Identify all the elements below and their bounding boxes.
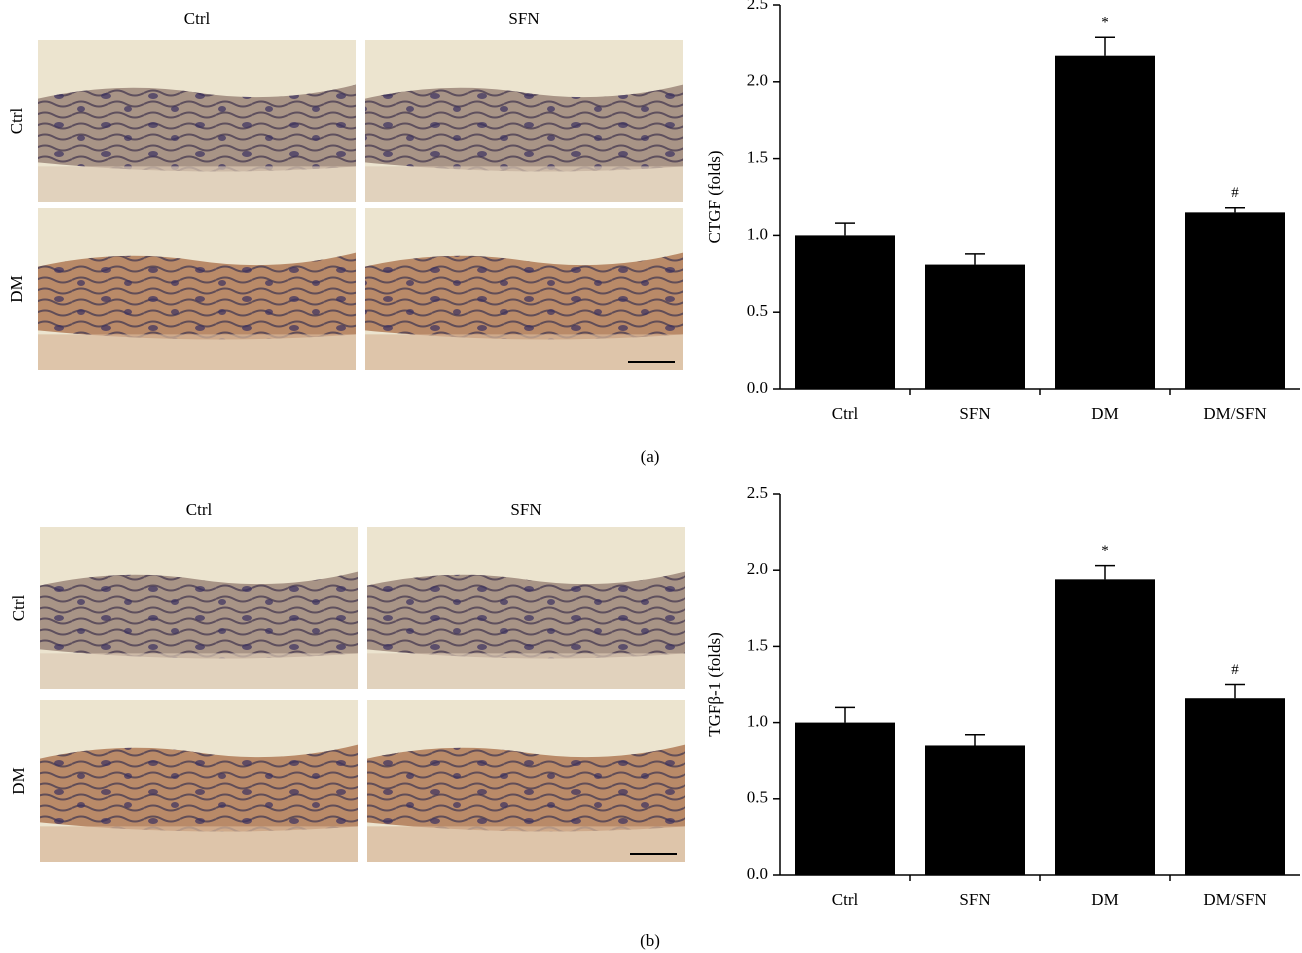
error-bar xyxy=(1095,564,1115,580)
tissue-nuclei xyxy=(365,84,683,172)
error-bar xyxy=(835,706,855,723)
column-label: SFN xyxy=(510,500,541,519)
y-tick-label: 2.0 xyxy=(747,71,768,90)
adventitia xyxy=(367,653,685,689)
y-tick-label: 2.5 xyxy=(747,483,768,502)
row-label: Ctrl xyxy=(7,108,26,135)
y-axis-label: TGFβ-1 (folds) xyxy=(705,632,724,737)
error-bar xyxy=(1095,36,1115,56)
tissue-nuclei xyxy=(40,571,358,659)
error-bar xyxy=(1225,683,1245,699)
y-axis-label: CTGF (folds) xyxy=(705,150,724,243)
tissue-nuclei xyxy=(38,84,356,172)
significance-marker: # xyxy=(1231,185,1239,201)
y-tick-label: 1.5 xyxy=(747,635,768,654)
adventitia xyxy=(40,826,358,862)
x-tick-label: SFN xyxy=(959,890,990,909)
panel-label: (b) xyxy=(640,931,660,950)
bar xyxy=(795,235,895,389)
adventitia xyxy=(38,166,356,202)
y-tick-label: 0.5 xyxy=(747,788,768,807)
x-tick-label: DM/SFN xyxy=(1203,890,1266,909)
error-bar xyxy=(965,253,985,265)
y-tick-label: 0.0 xyxy=(747,378,768,397)
tissue-nuclei xyxy=(38,252,356,340)
bar xyxy=(1055,55,1155,390)
error-bar xyxy=(1225,207,1245,213)
error-bar xyxy=(965,734,985,746)
error-bar xyxy=(835,222,855,236)
y-tick-label: 0.5 xyxy=(747,301,768,320)
tissue-nuclei xyxy=(367,571,685,659)
x-tick-label: DM xyxy=(1091,890,1118,909)
y-tick-label: 2.5 xyxy=(747,0,768,13)
adventitia xyxy=(40,653,358,689)
y-tick-label: 1.5 xyxy=(747,148,768,167)
significance-marker: # xyxy=(1231,662,1239,678)
panel-label: (a) xyxy=(641,447,660,466)
bar xyxy=(925,264,1025,389)
significance-marker: * xyxy=(1101,15,1109,31)
tissue-nuclei xyxy=(40,744,358,832)
significance-marker: * xyxy=(1101,543,1109,559)
row-label: DM xyxy=(9,767,28,794)
y-tick-label: 1.0 xyxy=(747,712,768,731)
adventitia xyxy=(365,334,683,370)
row-label: DM xyxy=(7,275,26,302)
bar xyxy=(1185,698,1285,875)
adventitia xyxy=(38,334,356,370)
x-tick-label: DM/SFN xyxy=(1203,404,1266,423)
column-label: SFN xyxy=(508,9,539,28)
bar xyxy=(1185,212,1285,389)
column-label: Ctrl xyxy=(186,500,213,519)
column-label: Ctrl xyxy=(184,9,211,28)
adventitia xyxy=(365,166,683,202)
x-tick-label: SFN xyxy=(959,404,990,423)
adventitia xyxy=(367,826,685,862)
bar xyxy=(795,722,895,875)
bar xyxy=(925,745,1025,875)
y-tick-label: 2.0 xyxy=(747,559,768,578)
tissue-nuclei xyxy=(367,744,685,832)
y-tick-label: 0.0 xyxy=(747,864,768,883)
tissue-nuclei xyxy=(365,252,683,340)
x-tick-label: Ctrl xyxy=(832,890,859,909)
y-tick-label: 1.0 xyxy=(747,224,768,243)
x-tick-label: DM xyxy=(1091,404,1118,423)
row-label: Ctrl xyxy=(9,595,28,622)
x-tick-label: Ctrl xyxy=(832,404,859,423)
bar xyxy=(1055,579,1155,875)
